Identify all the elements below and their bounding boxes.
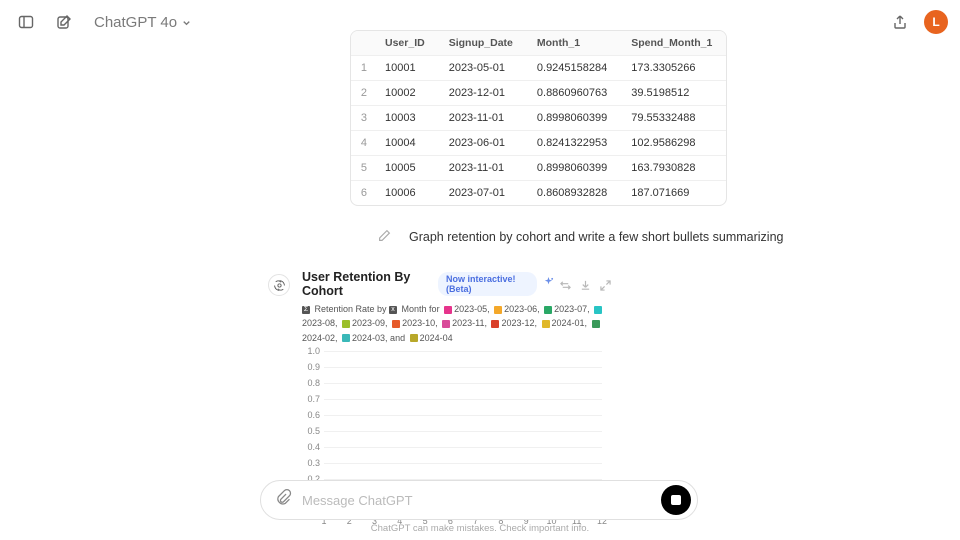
- message-input[interactable]: [302, 493, 651, 508]
- attach-icon[interactable]: [275, 489, 292, 511]
- message-composer[interactable]: [260, 480, 698, 520]
- data-table: User_IDSignup_DateMonth_1Spend_Month_111…: [350, 30, 727, 206]
- chart-legend: Σ Retention Rate by x Month for 2023-05,…: [302, 302, 612, 345]
- chart-title: User Retention By Cohort: [302, 270, 432, 298]
- footer-disclaimer: ChatGPT can make mistakes. Check importa…: [0, 523, 960, 534]
- edit-prompt-icon[interactable]: [378, 229, 391, 245]
- user-prompt: Graph retention by cohort and write a fe…: [409, 230, 783, 244]
- assistant-icon: [268, 274, 290, 296]
- switch-chart-icon[interactable]: [560, 278, 572, 290]
- interactive-badge[interactable]: Now interactive! (Beta): [438, 272, 537, 296]
- sparkle-icon: [543, 275, 554, 293]
- expand-chart-icon[interactable]: [600, 278, 612, 290]
- download-chart-icon[interactable]: [580, 278, 592, 290]
- stop-button[interactable]: [661, 485, 691, 515]
- model-name: ChatGPT 4o: [94, 14, 177, 31]
- chevron-down-icon: [181, 17, 192, 28]
